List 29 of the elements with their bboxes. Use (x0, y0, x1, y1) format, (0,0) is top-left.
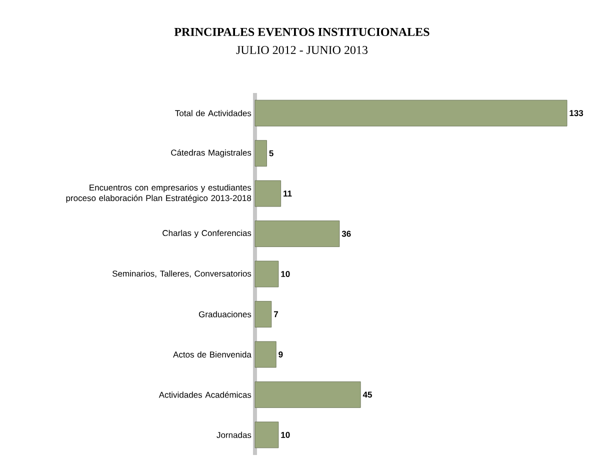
y-tick-label: Cátedras Magistrales (171, 149, 252, 158)
data-label: 10 (281, 432, 290, 438)
bar (254, 341, 276, 368)
bar (254, 100, 568, 126)
y-tick-label: Graduaciones (198, 311, 252, 318)
data-label: 10 (281, 271, 290, 278)
bar (254, 381, 361, 408)
y-tick-label: Charlas y Conferencias (162, 230, 252, 238)
bar (254, 180, 282, 207)
data-label: 11 (284, 190, 292, 196)
bar (254, 301, 272, 328)
y-tick-label: Total de Actividades (175, 110, 252, 116)
y-tick-label: Encuentros con empresarios y estudiantes proceso elaboración Plan Estratégico 2013-2018 (66, 184, 252, 203)
data-label: 45 (362, 392, 372, 398)
y-tick-label: Actos de Bienvenida (173, 351, 252, 358)
chart-title: PRINCIPALES EVENTOS INSTITUCIONALES (174, 28, 430, 36)
chart-subtitle: JULIO 2012 - JUNIO 2013 (236, 46, 368, 54)
data-label: 36 (342, 230, 351, 237)
y-tick-label: Jornadas (216, 432, 252, 438)
bar (254, 260, 279, 288)
data-label: 9 (278, 351, 283, 358)
bar (254, 140, 267, 167)
bar (254, 220, 340, 247)
y-tick-label: Actividades Académicas (158, 392, 252, 398)
data-label: 7 (274, 311, 278, 318)
y-tick-label: Seminarios, Talleres, Conversatorios (112, 270, 252, 278)
bar (254, 422, 279, 448)
data-label: 5 (269, 150, 274, 156)
data-label: 133 (570, 110, 584, 116)
